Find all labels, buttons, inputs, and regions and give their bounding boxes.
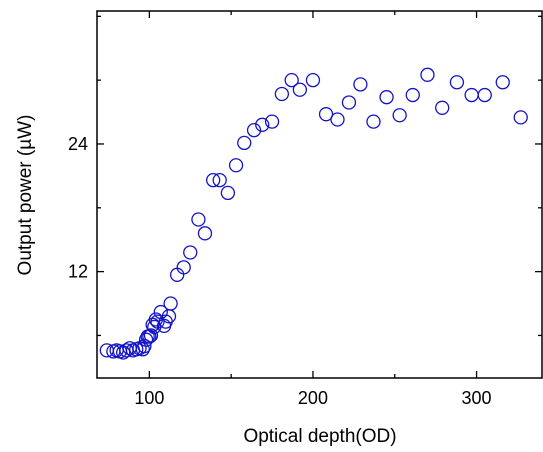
- data-point: [405, 87, 420, 103]
- x-tick-label: 300: [462, 388, 492, 408]
- data-point: [143, 328, 159, 343]
- y-axis: 12 24: [68, 15, 542, 337]
- data-point: [274, 86, 290, 102]
- data-point: [330, 112, 345, 127]
- data-point: [153, 304, 168, 320]
- data-point: [341, 95, 357, 110]
- data-point: [449, 75, 465, 90]
- y-axis-label: Output power (µW): [15, 115, 36, 276]
- data-point: [197, 226, 213, 241]
- data-point: [292, 82, 308, 97]
- data-point: [392, 108, 407, 123]
- data-point: [477, 87, 492, 103]
- data-point: [379, 90, 394, 105]
- data-point: [420, 67, 435, 82]
- data-point: [228, 158, 244, 173]
- data-point: [366, 114, 381, 129]
- data-point: [464, 87, 479, 103]
- data-point: [176, 260, 191, 275]
- data-point: [183, 245, 198, 260]
- data-point: [284, 72, 299, 88]
- data-point: [264, 114, 280, 129]
- data-point: [495, 75, 510, 90]
- data-point: [220, 185, 236, 201]
- plot-frame: [96, 10, 543, 379]
- data-point: [513, 110, 528, 125]
- data-point: [353, 77, 368, 92]
- data-point: [318, 107, 334, 122]
- data-point: [206, 172, 221, 188]
- data-point: [435, 100, 450, 115]
- data-point: [255, 117, 270, 132]
- data-point: [212, 172, 227, 188]
- data-point: [170, 267, 185, 282]
- x-tick-label: 100: [134, 388, 164, 408]
- data-point: [135, 342, 150, 357]
- data-point: [246, 122, 262, 138]
- data-point: [138, 332, 154, 347]
- data-point: [305, 72, 321, 88]
- data-point: [163, 296, 178, 311]
- data-point: [191, 212, 206, 227]
- y-tick-label: 24: [68, 134, 88, 154]
- data-point: [137, 338, 152, 354]
- x-axis: 100 200 300: [134, 11, 492, 408]
- y-tick-label: 12: [68, 262, 88, 282]
- data-points: [99, 67, 528, 360]
- data-point: [237, 135, 252, 151]
- x-axis-label: Optical depth(OD): [243, 426, 396, 447]
- x-tick-label: 200: [298, 388, 328, 408]
